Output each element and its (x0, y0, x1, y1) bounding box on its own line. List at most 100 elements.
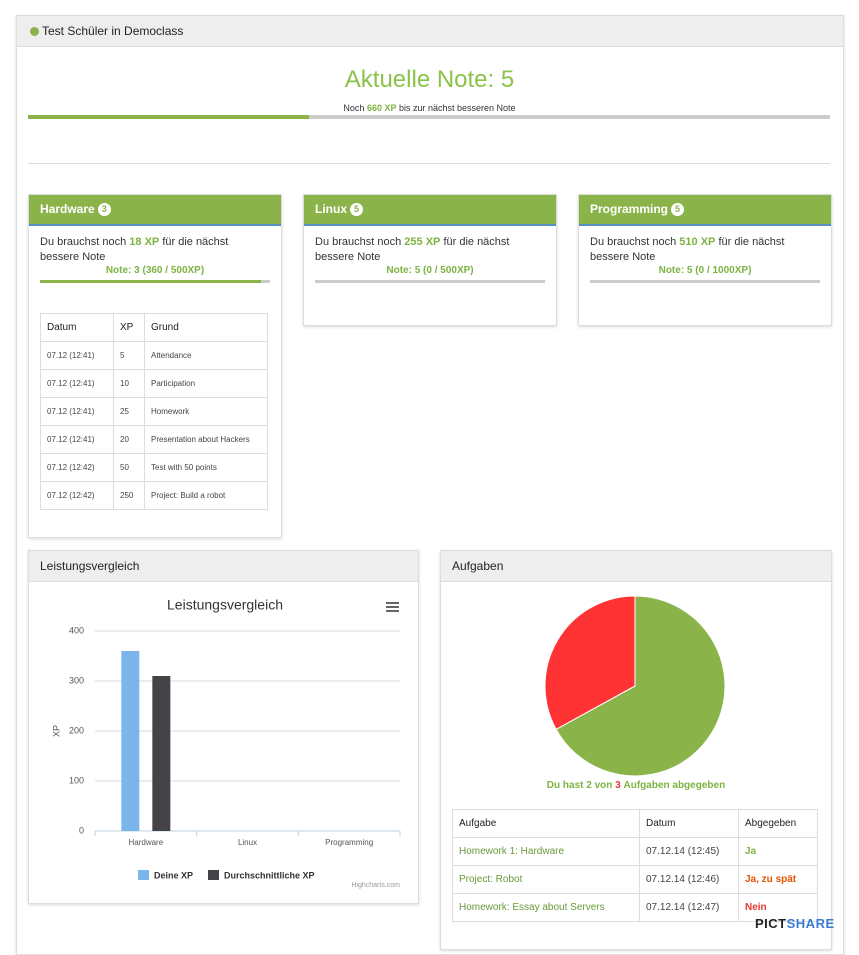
text: Du brauchst noch (590, 236, 677, 248)
column-header: Datum (40, 313, 114, 342)
cell: 07.12 (12:41) (40, 341, 114, 370)
text: Noch (343, 103, 365, 113)
menu-icon[interactable] (386, 602, 399, 612)
badge: 5 (671, 203, 685, 216)
table-row: 07.12 (12:41) 20 Presentation about Hacker… (40, 425, 268, 454)
card-progress (590, 280, 820, 283)
legend-label: Durchschnittliche XP (224, 870, 315, 880)
legend-swatch (208, 870, 219, 880)
cell: Homework (144, 397, 268, 426)
table-row: 07.12 (12:42) 250 Project: Build a robot (40, 481, 268, 510)
cell: Project: Build a robot (144, 481, 268, 510)
chart-title: Leistungsvergleich (167, 597, 283, 613)
table-header: Aufgabe Datum Abgegeben (452, 809, 818, 838)
card-note: Note: 5 (0 / 1000XP) (658, 265, 752, 276)
grade-progress (28, 115, 830, 119)
watermark: PICTSHARE (755, 916, 835, 931)
progress-fill (40, 280, 261, 283)
panel-header: Aufgaben (441, 551, 831, 582)
xp: 18 XP (129, 236, 160, 248)
cell: Test with 50 points (144, 453, 268, 482)
x-tick-label: Hardware (128, 838, 163, 847)
student-title: Test Schüler in Democlass (42, 24, 184, 38)
xp: 255 XP (404, 236, 441, 248)
card-title: Programming (590, 202, 669, 216)
text: SHARE (786, 916, 835, 931)
divider (28, 163, 830, 164)
legend-label: Deine XP (154, 870, 193, 880)
card-title: Hardware (40, 202, 95, 216)
cell: 07.12.14 (12:46) (639, 865, 739, 894)
table-row: 07.12 (12:41) 10 Participation (40, 369, 268, 398)
panel-title: Leistungsvergleich (40, 559, 140, 573)
text: PICT (755, 916, 787, 931)
card-progress (40, 280, 270, 283)
card-note: Note: 3 (360 / 500XP) (105, 265, 205, 276)
card-progress (315, 280, 545, 283)
text: Du brauchst noch (315, 236, 402, 248)
y-tick-label: 200 (69, 725, 84, 735)
cell: 07.12.14 (12:47) (639, 893, 739, 922)
cell: 07.12 (12:41) (40, 369, 114, 398)
grade-subtitle: Noch 660 XP bis zur nächst besseren Note (0, 103, 859, 113)
badge: 3 (97, 203, 111, 216)
cell: 5 (113, 341, 145, 370)
table-row: 07.12 (12:41) 5 Attendance (40, 341, 268, 370)
x-tick-label: Linux (238, 838, 257, 847)
cell: 07.12.14 (12:45) (639, 837, 739, 866)
cell: Presentation about Hackers (144, 425, 268, 454)
text: Aufgaben abgegeben (623, 780, 726, 791)
text: für die nächst bessere Note (40, 236, 229, 263)
text: Du brauchst noch (40, 236, 127, 248)
task-summary: Du hast 2 von 3 Aufgaben abgegeben (440, 780, 832, 791)
skill-card: Linux 5 (303, 194, 557, 326)
card-header: Programming 5 (579, 195, 831, 226)
y-axis-label: XP (51, 725, 61, 737)
cell: 10 (113, 369, 145, 398)
panel-header: Test Schüler in Democlass (17, 16, 843, 47)
cell: 07.12 (12:41) (40, 397, 114, 426)
pie-slice (555, 595, 726, 777)
panel-title: Aufgaben (452, 559, 504, 573)
pie-slice (544, 595, 636, 731)
cell: Attendance (144, 341, 268, 370)
y-tick-label: 400 (69, 625, 84, 635)
xp: 660 XP (366, 103, 397, 113)
bar (121, 651, 140, 831)
column-header: Datum (639, 809, 739, 838)
table-header: Datum XP Grund (40, 313, 268, 342)
text: von (594, 780, 613, 791)
table-row: 07.12 (12:41) 25 Homework (40, 397, 268, 426)
y-tick-label: 300 (69, 675, 84, 685)
card-title: Linux (315, 202, 347, 216)
table: Aufgabe Datum Abgegeben Homework 1: Hardwar… (452, 809, 818, 922)
cell: Ja, zu spät (738, 865, 818, 894)
column-header: Grund (144, 313, 268, 342)
card-text: Du brauchst noch 255 XP für die nächst b… (315, 235, 545, 265)
panel-header: Leistungsvergleich (29, 551, 418, 582)
cell: 25 (113, 397, 145, 426)
bar (152, 676, 171, 831)
grade-title: Aktuelle Note: 5 (344, 66, 515, 93)
y-tick-label: 0 (79, 825, 84, 835)
x-tick-label: Programming (325, 838, 373, 847)
y-tick-label: 100 (69, 775, 84, 785)
progress-fill (28, 115, 309, 119)
text: Du hast (546, 780, 584, 791)
cell: Participation (144, 369, 268, 398)
card-note: Note: 5 (0 / 500XP) (386, 265, 474, 276)
table-row: Homework: Essay about Servers 07.12.14 (1… (452, 893, 818, 922)
credits: Highcharts.com (351, 882, 400, 889)
card-header: Linux 5 (304, 195, 556, 226)
text: 2 (586, 780, 592, 791)
text: für die nächst bessere Note (590, 236, 785, 263)
cell: Homework 1: Hardware (452, 837, 640, 866)
table-row: Project: Robot 07.12.14 (12:46) Ja, zu spä… (452, 865, 818, 894)
text: für die nächst bessere Note (315, 236, 510, 263)
cell: Homework: Essay about Servers (452, 893, 640, 922)
cell: Nein (738, 893, 818, 922)
cell: 07.12 (12:42) (40, 481, 114, 510)
xp: 510 XP (679, 236, 716, 248)
